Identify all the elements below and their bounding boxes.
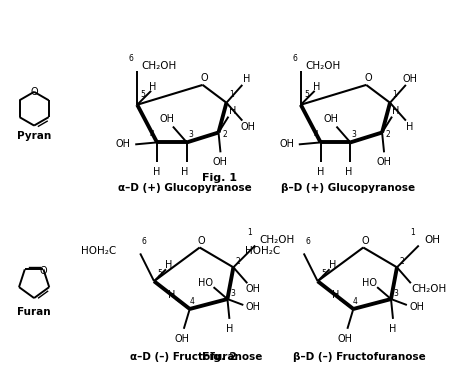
Text: OH: OH	[246, 284, 261, 294]
Text: H: H	[243, 74, 250, 84]
Text: H: H	[149, 82, 157, 92]
Text: HOH₂C: HOH₂C	[81, 246, 116, 257]
Text: OH: OH	[377, 157, 391, 167]
Text: 1: 1	[393, 90, 397, 99]
Text: H: H	[332, 290, 339, 300]
Text: α–D (+) Glucopyranose: α–D (+) Glucopyranose	[118, 183, 252, 193]
Text: 2: 2	[386, 130, 391, 139]
Text: O: O	[30, 87, 38, 97]
Text: 3: 3	[352, 130, 357, 139]
Text: 6: 6	[305, 237, 310, 246]
Text: 5: 5	[321, 269, 326, 278]
Text: H: H	[329, 260, 336, 270]
Text: OH: OH	[410, 302, 424, 312]
Text: H: H	[317, 167, 324, 177]
Text: CH₂OH: CH₂OH	[411, 284, 446, 294]
Text: OH: OH	[280, 139, 295, 149]
Text: OH: OH	[213, 157, 228, 167]
Text: 3: 3	[189, 130, 193, 139]
Text: 1: 1	[229, 90, 234, 99]
Text: H: H	[153, 167, 161, 177]
Text: 4: 4	[150, 130, 155, 139]
Text: 5: 5	[141, 90, 146, 99]
Text: β–D (–) Fructofuranose: β–D (–) Fructofuranose	[293, 352, 426, 362]
Text: OH: OH	[246, 302, 261, 312]
Text: HO: HO	[198, 278, 213, 288]
Text: OH: OH	[425, 235, 441, 244]
Text: H: H	[392, 106, 400, 116]
Text: 4: 4	[189, 296, 194, 305]
Text: H: H	[406, 122, 414, 132]
Text: 5: 5	[157, 269, 162, 278]
Text: 1: 1	[247, 228, 252, 237]
Text: OH: OH	[116, 139, 131, 149]
Text: CH₂OH: CH₂OH	[142, 61, 177, 71]
Text: H: H	[165, 260, 173, 270]
Text: H: H	[389, 324, 397, 334]
Text: OH: OH	[323, 114, 338, 124]
Text: 2: 2	[222, 130, 227, 139]
Text: CH₂OH: CH₂OH	[259, 235, 295, 244]
Text: CH₂OH: CH₂OH	[305, 61, 340, 71]
Text: 3: 3	[230, 288, 235, 298]
Text: 3: 3	[394, 288, 398, 298]
Text: 6: 6	[142, 237, 147, 246]
Text: Fig. 1: Fig. 1	[202, 173, 237, 183]
Text: OH: OH	[175, 334, 189, 344]
Text: Fig. 2: Fig. 2	[202, 352, 237, 362]
Text: O: O	[40, 266, 47, 276]
Text: OH: OH	[241, 122, 256, 132]
Text: H: H	[168, 290, 175, 300]
Text: OH: OH	[402, 74, 417, 84]
Text: 4: 4	[313, 130, 318, 139]
Text: O: O	[201, 73, 208, 83]
Text: α–D (–) Fructofuranose: α–D (–) Fructofuranose	[129, 352, 262, 362]
Text: Pyran: Pyran	[17, 132, 51, 141]
Text: H: H	[226, 324, 233, 334]
Text: 6: 6	[129, 54, 133, 63]
Text: O: O	[361, 236, 369, 246]
Text: HOH₂C: HOH₂C	[245, 246, 280, 257]
Text: HO: HO	[362, 278, 377, 288]
Text: O: O	[364, 73, 372, 83]
Text: 1: 1	[410, 228, 415, 237]
Text: H: H	[181, 167, 189, 177]
Text: OH: OH	[160, 114, 175, 124]
Text: 6: 6	[292, 54, 297, 63]
Text: 2: 2	[236, 257, 241, 266]
Text: 4: 4	[353, 296, 358, 305]
Text: 2: 2	[400, 257, 404, 266]
Text: 5: 5	[304, 90, 309, 99]
Text: H: H	[345, 167, 352, 177]
Text: O: O	[198, 236, 206, 246]
Text: OH: OH	[338, 334, 353, 344]
Text: H: H	[229, 106, 236, 116]
Text: Furan: Furan	[17, 307, 51, 317]
Text: β–D (+) Glucopyranose: β–D (+) Glucopyranose	[281, 183, 415, 193]
Text: H: H	[313, 82, 320, 92]
